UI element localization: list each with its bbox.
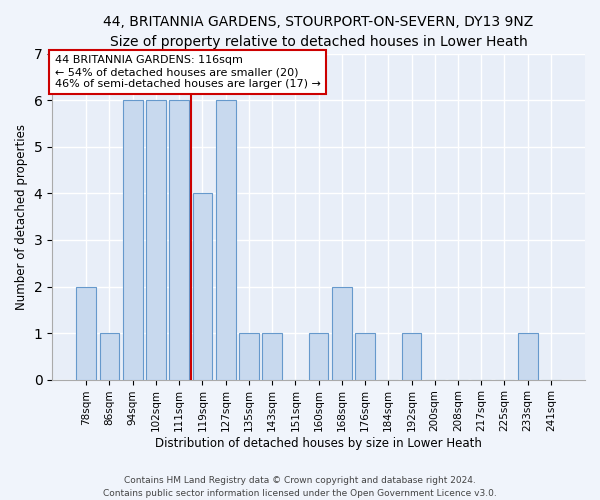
Bar xyxy=(355,333,375,380)
Bar xyxy=(216,100,236,380)
Bar xyxy=(76,286,96,380)
Bar xyxy=(193,194,212,380)
Bar xyxy=(123,100,143,380)
Bar xyxy=(309,333,328,380)
Bar xyxy=(332,286,352,380)
Bar xyxy=(518,333,538,380)
Y-axis label: Number of detached properties: Number of detached properties xyxy=(15,124,28,310)
Bar xyxy=(262,333,282,380)
X-axis label: Distribution of detached houses by size in Lower Heath: Distribution of detached houses by size … xyxy=(155,437,482,450)
Title: 44, BRITANNIA GARDENS, STOURPORT-ON-SEVERN, DY13 9NZ
Size of property relative t: 44, BRITANNIA GARDENS, STOURPORT-ON-SEVE… xyxy=(103,15,534,48)
Bar xyxy=(401,333,421,380)
Bar xyxy=(239,333,259,380)
Bar xyxy=(169,100,189,380)
Bar xyxy=(146,100,166,380)
Text: Contains HM Land Registry data © Crown copyright and database right 2024.
Contai: Contains HM Land Registry data © Crown c… xyxy=(103,476,497,498)
Text: 44 BRITANNIA GARDENS: 116sqm
← 54% of detached houses are smaller (20)
46% of se: 44 BRITANNIA GARDENS: 116sqm ← 54% of de… xyxy=(55,56,320,88)
Bar xyxy=(100,333,119,380)
